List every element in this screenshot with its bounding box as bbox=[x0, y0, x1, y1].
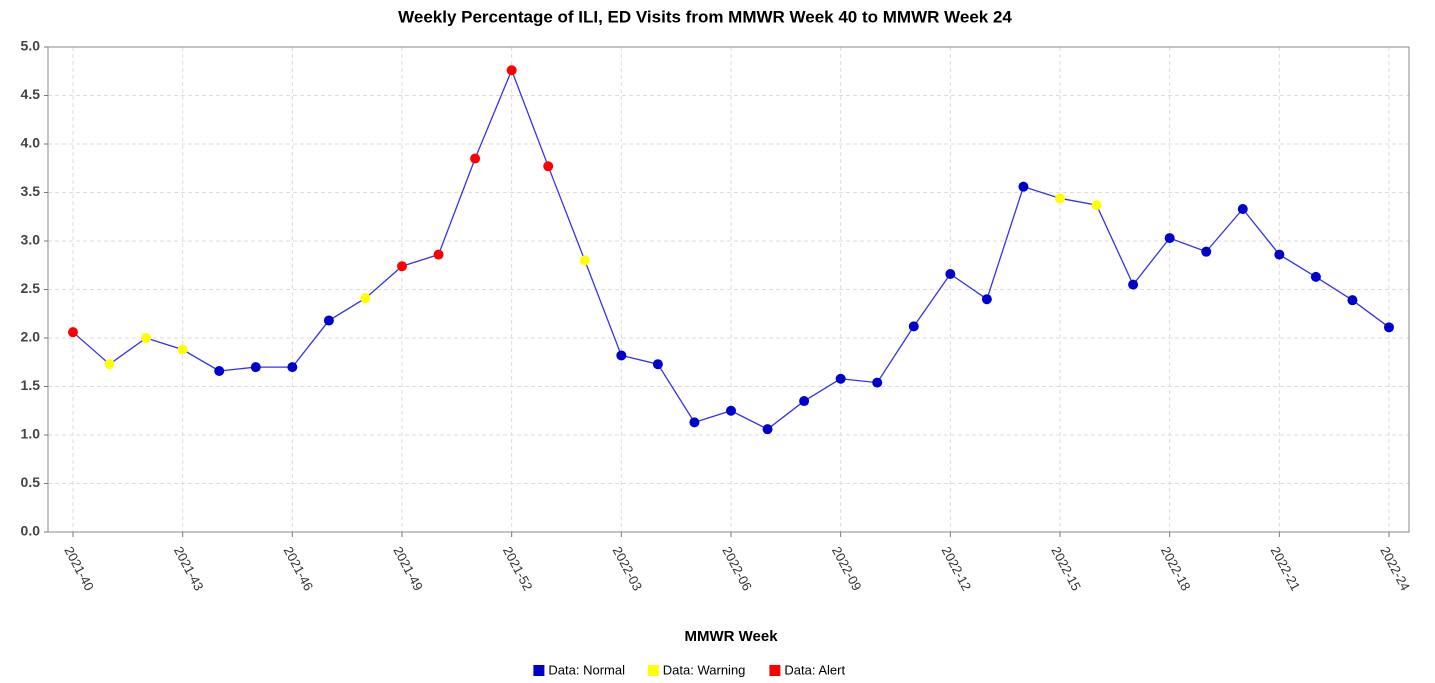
x-tick-label: 2022-18 bbox=[1158, 544, 1194, 593]
y-tick-label: 4.0 bbox=[21, 135, 41, 151]
data-point bbox=[908, 321, 919, 332]
data-point bbox=[981, 294, 992, 305]
legend-swatch bbox=[533, 665, 545, 676]
data-point bbox=[726, 405, 736, 416]
data-point bbox=[1310, 271, 1321, 282]
data-point bbox=[68, 327, 78, 338]
y-tick-label: 0.5 bbox=[21, 474, 41, 490]
x-tick-label: 2022-15 bbox=[1048, 544, 1084, 593]
data-point bbox=[1274, 249, 1285, 260]
data-point bbox=[141, 333, 152, 343]
data-point bbox=[104, 359, 115, 370]
data-point bbox=[433, 249, 444, 260]
y-tick-label: 3.5 bbox=[21, 183, 41, 199]
x-tick-label: 2021-43 bbox=[171, 544, 207, 593]
x-tick-label: 2022-03 bbox=[610, 544, 646, 593]
data-point bbox=[287, 362, 298, 373]
data-point bbox=[945, 268, 956, 279]
chart-title: Weekly Percentage of ILI, ED Visits from… bbox=[398, 7, 1012, 26]
legend-label: Data: Warning bbox=[663, 662, 746, 677]
x-tick-label: 2021-40 bbox=[61, 544, 97, 593]
x-tick-label: 2021-49 bbox=[390, 544, 426, 593]
x-tick-label: 2021-46 bbox=[281, 544, 317, 593]
data-point bbox=[1201, 246, 1212, 257]
data-point bbox=[543, 161, 554, 172]
data-point bbox=[872, 377, 883, 388]
data-point bbox=[323, 315, 334, 326]
y-tick-label: 3.0 bbox=[21, 232, 41, 248]
data-point bbox=[397, 261, 407, 272]
data-point bbox=[579, 255, 590, 266]
legend: Data: Normal Data: Warning Data: Alert bbox=[533, 662, 845, 677]
data-point bbox=[1128, 279, 1139, 290]
x-tick-label: 2022-12 bbox=[939, 544, 975, 593]
data-point bbox=[214, 365, 225, 376]
data-point bbox=[835, 373, 846, 384]
data-point bbox=[652, 359, 663, 370]
legend-swatch bbox=[647, 665, 659, 676]
data-point bbox=[799, 396, 810, 407]
y-tick-label: 4.5 bbox=[21, 86, 41, 102]
y-tick-label: 2.5 bbox=[21, 280, 41, 296]
data-point bbox=[470, 153, 481, 164]
legend-swatch bbox=[769, 665, 781, 676]
legend-label: Data: Alert bbox=[784, 662, 845, 677]
x-tick-label: 2022-24 bbox=[1377, 544, 1413, 593]
y-tick-label: 1.5 bbox=[21, 377, 41, 393]
data-point bbox=[177, 344, 188, 355]
plot-frame bbox=[47, 46, 1410, 533]
y-tick-label: 5.0 bbox=[21, 38, 41, 54]
data-point bbox=[506, 65, 517, 76]
x-tick-label: 2021-52 bbox=[500, 544, 536, 593]
legend-label: Data: Normal bbox=[548, 662, 625, 677]
data-point bbox=[1164, 233, 1175, 244]
data-point bbox=[1091, 200, 1102, 211]
data-point bbox=[1384, 322, 1394, 333]
data-point bbox=[762, 424, 773, 435]
data-point bbox=[360, 293, 371, 304]
x-axis-label: MMWR Week bbox=[684, 628, 778, 645]
data-point bbox=[689, 417, 700, 428]
y-tick-label: 2.0 bbox=[21, 329, 41, 345]
y-tick-label: 0.0 bbox=[21, 523, 41, 539]
data-point bbox=[616, 350, 627, 361]
x-tick-label: 2022-06 bbox=[719, 544, 755, 593]
x-tick-label: 2022-21 bbox=[1268, 544, 1304, 593]
data-point bbox=[1055, 193, 1065, 204]
x-tick-label: 2022-09 bbox=[829, 544, 865, 593]
data-point bbox=[1237, 203, 1248, 214]
data-point bbox=[1347, 295, 1358, 306]
data-point bbox=[250, 362, 261, 373]
data-point bbox=[1018, 181, 1029, 192]
y-tick-label: 1.0 bbox=[21, 426, 41, 442]
